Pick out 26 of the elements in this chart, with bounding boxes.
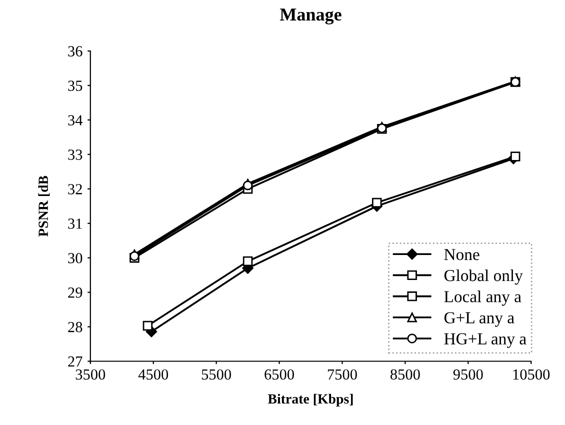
y-tick-label: 35 bbox=[68, 80, 82, 91]
chart-title: Manage bbox=[280, 8, 342, 24]
y-tick-label: 30 bbox=[68, 252, 82, 264]
y-tick-label: 34 bbox=[68, 115, 83, 126]
x-tick-label: 9500 bbox=[453, 369, 483, 380]
y-tick-label: 31 bbox=[68, 218, 82, 229]
legend-label: Local any a bbox=[444, 290, 522, 306]
y-tick-label: 36 bbox=[68, 46, 82, 56]
legend-label: None bbox=[444, 249, 480, 260]
y-tick-label: 28 bbox=[68, 322, 82, 332]
y-tick-label: 32 bbox=[68, 184, 82, 194]
y-tick-label: 29 bbox=[68, 287, 82, 298]
x-axis-title: Bitrate [Kbps] bbox=[268, 394, 353, 406]
x-tick-label: 4500 bbox=[138, 369, 168, 380]
x-tick-label: 5500 bbox=[202, 369, 232, 380]
x-tick-label: 3500 bbox=[76, 369, 106, 380]
x-tick-label: 10500 bbox=[513, 369, 550, 380]
y-tick-label: 33 bbox=[68, 150, 82, 160]
y-axis-title: PSNR [dB bbox=[38, 176, 50, 237]
legend-label: Global only bbox=[444, 269, 523, 285]
legend-label: G+L any a bbox=[444, 312, 514, 327]
x-tick-label: 7500 bbox=[328, 369, 357, 380]
y-tick-label: 27 bbox=[68, 356, 82, 367]
x-tick-label: 6500 bbox=[264, 369, 294, 380]
legend-label: HG+L any a bbox=[444, 333, 526, 348]
x-tick-label: 8500 bbox=[390, 369, 420, 380]
